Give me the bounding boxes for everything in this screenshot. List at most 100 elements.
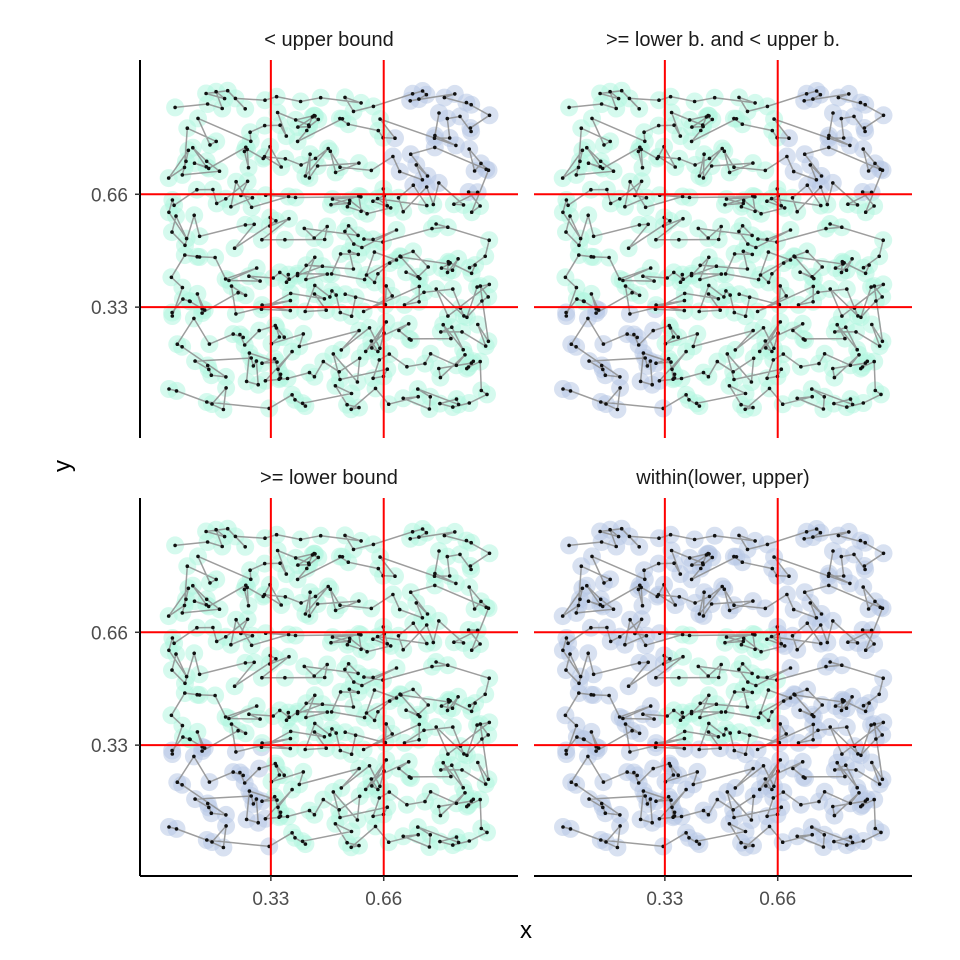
data-point: [371, 542, 376, 547]
data-point: [414, 163, 419, 167]
data-point: [598, 159, 603, 164]
data-point: [475, 723, 479, 727]
data-point: [778, 722, 782, 726]
data-point: [863, 648, 868, 652]
data-point: [605, 625, 609, 630]
data-point: [702, 590, 706, 594]
data-point: [601, 805, 605, 810]
data-point: [732, 748, 737, 753]
data-point: [701, 562, 705, 567]
data-point: [827, 145, 831, 150]
data-point: [175, 342, 180, 347]
data-point: [329, 640, 333, 645]
data-point: [338, 165, 342, 169]
data-point: [313, 594, 318, 599]
data-point: [869, 190, 874, 195]
data-point: [416, 387, 420, 391]
data-point: [359, 539, 363, 543]
data-point: [433, 145, 437, 150]
data-point: [463, 353, 467, 357]
data-point: [343, 229, 347, 234]
data-point: [260, 237, 264, 242]
data-point: [608, 89, 612, 94]
data-point: [195, 292, 200, 296]
data-point: [377, 796, 382, 800]
data-point: [755, 747, 760, 752]
data-point: [877, 782, 882, 786]
data-point: [672, 376, 677, 380]
data-point: [763, 777, 768, 781]
data-point: [812, 714, 816, 719]
data-point: [303, 174, 308, 178]
facet-panel: within(lower, upper) 0.33 0.66: [534, 467, 912, 910]
data-point: [274, 219, 278, 223]
data-point: [328, 733, 332, 737]
data-point: [469, 540, 474, 545]
data-point: [387, 699, 392, 703]
data-point: [814, 89, 819, 93]
data-point: [698, 263, 702, 268]
data-point: [755, 309, 760, 314]
data-point: [643, 356, 647, 360]
data-point: [296, 125, 300, 129]
data-point: [217, 607, 222, 611]
data-point: [665, 714, 669, 718]
data-point: [479, 826, 484, 831]
data-point: [272, 794, 277, 799]
data-point: [648, 359, 653, 363]
data-point: [804, 92, 809, 96]
data-point: [682, 298, 687, 303]
data-point: [863, 210, 868, 214]
data-point: [188, 299, 192, 304]
data-point: [351, 705, 356, 709]
data-point: [303, 612, 308, 616]
data-point: [182, 165, 187, 170]
data-point: [254, 797, 259, 801]
data-point: [451, 287, 455, 291]
data-point: [214, 639, 219, 644]
data-point: [866, 607, 871, 611]
data-point: [316, 555, 321, 560]
data-point: [220, 544, 224, 549]
data-point: [641, 274, 645, 279]
data-point: [603, 811, 608, 815]
data-point: [394, 666, 399, 670]
data-point: [220, 106, 224, 111]
data-point: [486, 733, 491, 737]
data-point: [788, 696, 793, 700]
data-point: [205, 363, 210, 368]
data-point: [310, 115, 315, 119]
data-point: [586, 754, 590, 759]
data-point: [469, 129, 473, 134]
data-point: [249, 643, 254, 648]
data-point: [632, 770, 636, 775]
data-point: [761, 326, 766, 330]
data-point: [874, 737, 878, 741]
data-point: [205, 838, 209, 842]
data-point: [361, 309, 366, 314]
data-point: [333, 384, 338, 388]
data-point: [473, 701, 477, 705]
data-point: [678, 718, 683, 722]
data-point: [791, 766, 795, 771]
data-point: [347, 687, 352, 692]
data-point: [691, 344, 696, 349]
data-point: [821, 845, 826, 849]
data-point: [644, 633, 649, 638]
data-point: [598, 529, 602, 534]
data-point: [427, 407, 432, 411]
data-point: [689, 711, 694, 716]
data-point: [608, 577, 612, 582]
data-point: [641, 789, 646, 793]
data-point: [166, 176, 171, 180]
data-point: [822, 395, 827, 399]
data-point: [461, 203, 466, 207]
data-point: [363, 349, 368, 354]
data-point: [681, 654, 685, 659]
data-point: [598, 597, 603, 602]
data-point: [256, 382, 261, 387]
data-point: [770, 349, 774, 354]
data-point: [283, 595, 288, 599]
data-point: [724, 197, 729, 201]
data-point: [371, 199, 375, 203]
